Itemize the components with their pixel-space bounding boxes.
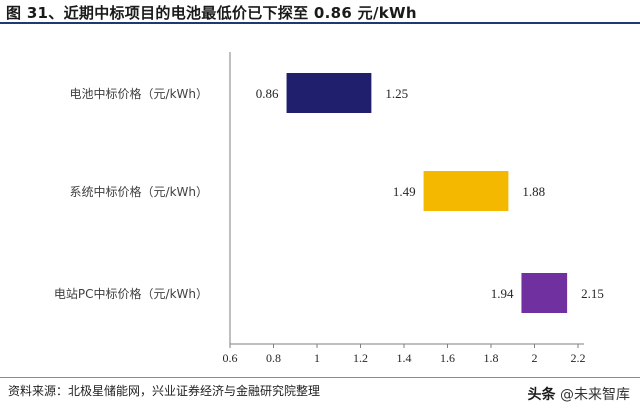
watermark-brand: 头条 xyxy=(527,387,556,403)
high-value-label: 1.88 xyxy=(522,184,545,199)
category-label: 电池中标价格（元/kWh） xyxy=(70,86,208,101)
range-bar xyxy=(286,73,372,113)
category-label: 系统中标价格（元/kWh） xyxy=(70,184,208,199)
range-bar xyxy=(423,171,509,211)
x-tick-label: 1.8 xyxy=(484,351,499,365)
x-tick-label: 0.6 xyxy=(223,351,238,365)
footer-divider xyxy=(0,377,640,378)
x-tick-label: 1.4 xyxy=(397,351,412,365)
source-note: 资料来源：北极星储能网，兴业证券经济与金融研究院整理 xyxy=(8,384,321,398)
range-bar xyxy=(521,273,568,313)
x-tick-label: 2 xyxy=(532,351,538,365)
high-value-label: 1.25 xyxy=(385,86,408,101)
x-tick-label: 1.6 xyxy=(440,351,455,365)
x-tick-label: 0.8 xyxy=(266,351,281,365)
watermark-handle: @未来智库 xyxy=(560,387,630,403)
low-value-label: 1.94 xyxy=(491,286,514,301)
high-value-label: 2.15 xyxy=(581,286,604,301)
figure-title-bar: 图 31、近期中标项目的电池最低价已下探至 0.86 元/kWh xyxy=(0,0,640,24)
x-tick-label: 1 xyxy=(314,351,320,365)
low-value-label: 1.49 xyxy=(393,184,416,199)
watermark: 头条 @未来智库 xyxy=(528,384,630,404)
x-tick-label: 2.2 xyxy=(571,351,586,365)
category-label: 电站PC中标价格（元/kWh） xyxy=(54,286,208,301)
range-bar-chart: 0.6 0.8 1 1.2 1.4 1.6 1.8 2 2.2 电池中标价格（元/kWh） 0.86… xyxy=(54,52,604,365)
x-tick-label: 1.2 xyxy=(353,351,368,365)
low-value-label: 0.86 xyxy=(256,86,279,101)
figure-title: 图 31、近期中标项目的电池最低价已下探至 0.86 元/kWh xyxy=(6,4,417,22)
